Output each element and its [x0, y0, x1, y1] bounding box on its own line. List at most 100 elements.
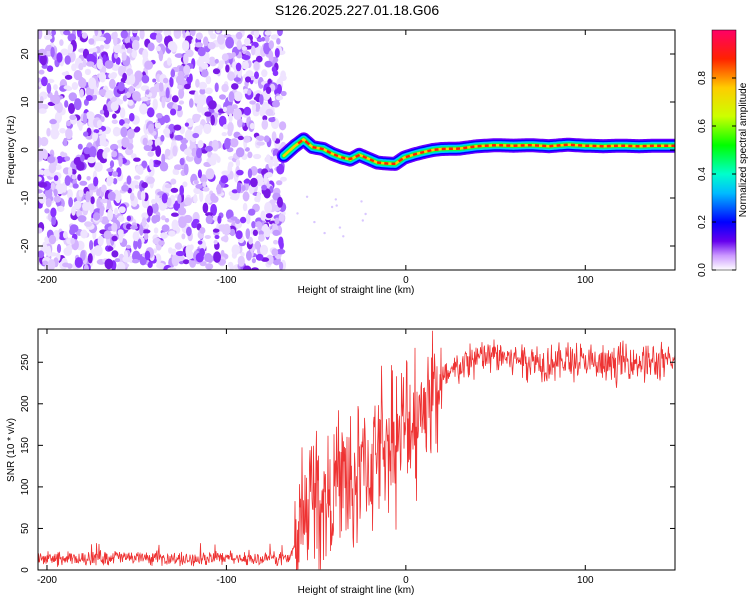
colorbar-tick-label: 0.6 [697, 119, 708, 133]
figure-title: S126.2025.227.01.18.G06 [275, 2, 439, 18]
noise-speckle [245, 212, 251, 225]
noise-speckle [83, 98, 89, 106]
snr-y-label: SNR (10 * v/v) [6, 418, 17, 482]
noise-speckle [120, 30, 128, 39]
noise-speckle [51, 215, 57, 226]
noise-speckle [141, 160, 148, 169]
noise-speckle [276, 163, 285, 175]
noise-speckle [219, 94, 226, 100]
noise-speckle [119, 119, 125, 126]
noise-speckle [98, 72, 107, 83]
noise-speckle [85, 191, 91, 203]
noise-speckle [334, 198, 337, 201]
noise-speckle [81, 32, 88, 39]
noise-speckle [49, 252, 58, 257]
noise-speckle [78, 62, 84, 71]
noise-speckle [165, 87, 170, 99]
noise-speckle [68, 103, 75, 114]
noise-speckle [168, 230, 176, 237]
noise-speckle [140, 190, 146, 202]
noise-speckle [71, 82, 79, 90]
noise-speckle [243, 179, 251, 184]
noise-speckle [68, 197, 73, 208]
noise-speckle [63, 231, 68, 239]
noise-speckle [67, 263, 73, 269]
spectrogram-x-label: Height of straight line (km) [298, 285, 415, 296]
noise-speckle [245, 76, 251, 83]
noise-speckle [49, 119, 57, 125]
noise-speckle [178, 100, 185, 105]
noise-speckle [224, 137, 231, 150]
noise-speckle [154, 214, 161, 223]
noise-speckle [203, 36, 209, 47]
snr-series [38, 330, 675, 570]
noise-speckle [87, 156, 96, 164]
noise-speckle [139, 224, 144, 236]
noise-speckle [193, 180, 199, 185]
noise-speckle [181, 40, 190, 52]
noise-speckle [210, 192, 217, 203]
noise-speckle [133, 239, 138, 250]
noise-speckle [111, 119, 118, 125]
noise-speckle [242, 265, 252, 270]
noise-speckle [225, 64, 230, 73]
noise-speckle [66, 120, 72, 127]
noise-speckle [53, 188, 58, 197]
noise-speckle [252, 229, 258, 236]
noise-speckle [265, 86, 272, 95]
noise-speckle [117, 139, 123, 144]
noise-speckle [111, 235, 118, 242]
noise-speckle [268, 40, 274, 49]
noise-speckle [202, 186, 210, 192]
noise-speckle [44, 208, 50, 214]
noise-speckle [209, 56, 215, 62]
noise-speckle [144, 250, 151, 261]
noise-speckle [218, 115, 227, 127]
noise-speckle [126, 175, 132, 185]
snr-x-label: Height of straight line (km) [298, 585, 415, 596]
noise-speckle [152, 98, 158, 111]
noise-speckle [104, 258, 114, 270]
noise-speckle [161, 96, 166, 109]
y-tick-label: 150 [20, 437, 31, 454]
noise-speckle [99, 109, 105, 115]
noise-speckle [59, 39, 64, 46]
noise-speckle [64, 100, 69, 108]
noise-speckle [204, 253, 213, 263]
noise-speckle [46, 245, 52, 257]
noise-speckle [40, 53, 47, 66]
noise-speckle [141, 74, 150, 84]
noise-speckle [47, 78, 55, 84]
noise-speckle [233, 91, 243, 102]
noise-speckle [80, 154, 85, 163]
noise-speckle [170, 69, 176, 78]
noise-speckle [112, 113, 117, 119]
noise-speckle [179, 185, 184, 196]
noise-speckle [236, 169, 244, 176]
noise-speckle [42, 149, 48, 160]
noise-speckle [261, 36, 266, 42]
noise-speckle [228, 91, 235, 103]
noise-speckle [119, 107, 126, 119]
noise-speckle [66, 189, 73, 200]
noise-speckle [46, 127, 51, 137]
noise-speckle [38, 227, 43, 234]
noise-speckle [280, 176, 287, 182]
noise-speckle [248, 208, 256, 216]
noise-speckle [67, 43, 74, 54]
noise-speckle [111, 64, 120, 71]
noise-speckle [63, 247, 72, 256]
noise-speckle [241, 60, 249, 70]
noise-speckle [160, 203, 168, 209]
noise-speckle [56, 243, 62, 254]
noise-speckle [126, 68, 134, 76]
noise-speckle [126, 128, 135, 140]
noise-speckle [222, 106, 227, 113]
noise-speckle [78, 77, 87, 88]
noise-speckle [174, 134, 184, 141]
noise-speckle [243, 106, 252, 116]
noise-speckle [131, 180, 139, 186]
noise-speckle [56, 205, 65, 212]
noise-speckle [84, 221, 93, 227]
